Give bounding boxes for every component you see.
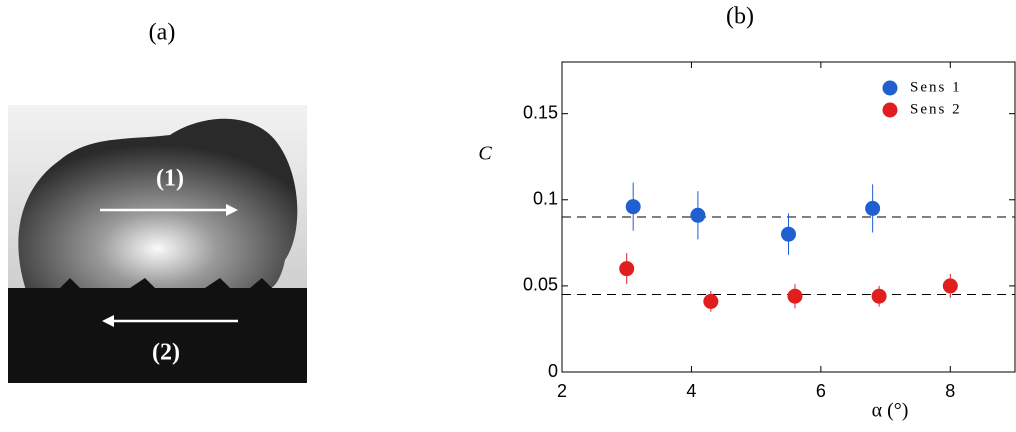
data-point — [703, 293, 719, 309]
y-tick-label: 0.05 — [523, 275, 558, 295]
y-tick-label: 0.1 — [533, 189, 558, 209]
annotation: (2) — [152, 340, 180, 366]
data-point — [871, 288, 887, 304]
panel-label: (a) — [149, 20, 176, 46]
arrow-head — [226, 204, 238, 216]
data-point — [787, 288, 803, 304]
data-point — [625, 199, 641, 215]
chart-title: (b) — [726, 4, 754, 30]
substrate — [8, 278, 307, 383]
legend-label: Sens 1 — [910, 79, 962, 95]
data-point — [690, 207, 706, 223]
x-tick-label: 6 — [816, 381, 826, 401]
droplet — [18, 118, 298, 292]
legend-label: Sens 2 — [910, 101, 962, 117]
y-tick-label: 0 — [548, 361, 558, 381]
data-point — [619, 261, 635, 277]
data-point — [865, 200, 881, 216]
legend-marker — [882, 102, 898, 118]
y-axis-label: C — [478, 143, 492, 165]
y-tick-label: 0.15 — [523, 102, 558, 122]
x-axis-label: α (°) — [872, 400, 909, 422]
x-tick-label: 8 — [945, 381, 955, 401]
arrow-head — [102, 315, 114, 327]
x-tick-label: 4 — [686, 381, 696, 401]
data-point — [781, 226, 796, 242]
photo-panel: (a) (1) (2) — [8, 20, 307, 383]
annotation: (1) — [156, 166, 184, 192]
chart: (b) C α (°) 0 0.05 0.1 0.15 2 4 6 8 Sens 1 Sens 2 — [478, 4, 1016, 422]
data-point — [942, 278, 958, 294]
x-tick-label: 2 — [557, 381, 567, 401]
legend-marker — [882, 80, 898, 96]
